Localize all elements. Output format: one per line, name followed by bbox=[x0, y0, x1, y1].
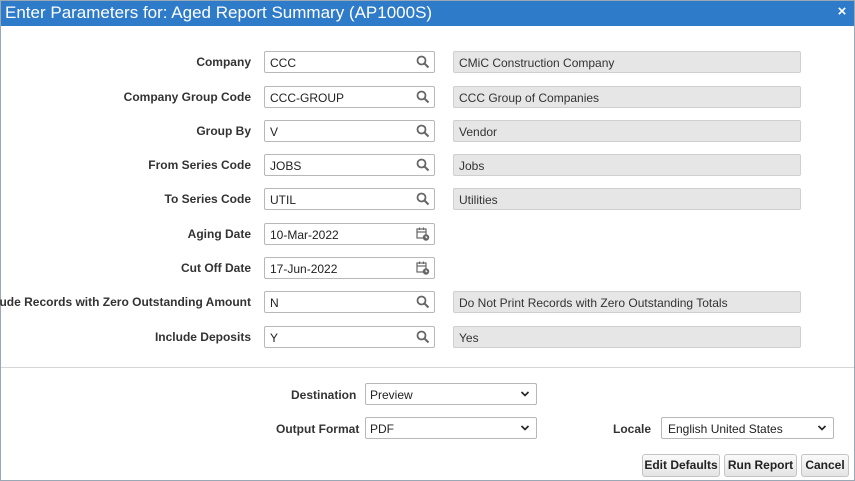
field-value: JOBS bbox=[270, 159, 302, 173]
company-group-code-input[interactable]: CCC-GROUP bbox=[264, 86, 435, 108]
field-value: Y bbox=[270, 331, 279, 345]
group-by-description: Vendor bbox=[453, 120, 801, 142]
include-zero-outstanding-description: Do Not Print Records with Zero Outstandi… bbox=[453, 291, 801, 313]
edit-defaults-button[interactable]: Edit Defaults bbox=[642, 454, 720, 477]
include-deposits-input[interactable]: Y bbox=[264, 326, 435, 348]
chevron-down-icon bbox=[520, 391, 530, 397]
destination-value: Preview bbox=[370, 388, 413, 402]
search-icon[interactable] bbox=[416, 295, 430, 309]
cut-off-date-input[interactable]: 17-Jun-2022 bbox=[264, 257, 435, 279]
group-by-input[interactable]: V bbox=[264, 120, 435, 142]
search-icon[interactable] bbox=[416, 124, 430, 138]
description-value: Jobs bbox=[459, 159, 485, 173]
output-format-select[interactable]: PDF bbox=[365, 417, 537, 439]
param-row-group-by: Group By V Vendor bbox=[1, 120, 854, 142]
from-series-code-description: Jobs bbox=[453, 154, 801, 176]
field-value: N bbox=[270, 296, 279, 310]
search-icon[interactable] bbox=[416, 192, 430, 206]
param-label: Include Records with Zero Outstanding Am… bbox=[0, 295, 251, 309]
include-deposits-description: Yes bbox=[453, 326, 801, 348]
param-row-from-series-code: From Series Code JOBS Jobs bbox=[1, 154, 854, 176]
param-label: Cut Off Date bbox=[181, 261, 251, 275]
search-icon[interactable] bbox=[416, 158, 430, 172]
search-icon[interactable] bbox=[416, 55, 430, 69]
company-group-code-description: CCC Group of Companies bbox=[453, 86, 801, 108]
description-value: CMiC Construction Company bbox=[459, 56, 615, 70]
field-value: 10-Mar-2022 bbox=[270, 228, 339, 242]
param-label: Group By bbox=[196, 124, 251, 138]
param-label: From Series Code bbox=[148, 158, 251, 172]
param-row-company-group-code: Company Group Code CCC-GROUP CCC Group o… bbox=[1, 86, 854, 108]
field-value: V bbox=[270, 125, 279, 139]
description-value: Utilities bbox=[459, 193, 498, 207]
calendar-icon[interactable] bbox=[416, 261, 430, 275]
close-icon[interactable]: × bbox=[837, 3, 847, 20]
from-series-code-input[interactable]: JOBS bbox=[264, 154, 435, 176]
description-value: Yes bbox=[459, 331, 479, 345]
output-format-label: Output Format bbox=[276, 422, 360, 436]
run-report-button[interactable]: Run Report bbox=[724, 454, 797, 477]
company-description: CMiC Construction Company bbox=[453, 51, 801, 73]
search-icon[interactable] bbox=[416, 90, 430, 104]
search-icon[interactable] bbox=[416, 330, 430, 344]
param-row-aging-date: Aging Date 10-Mar-2022 bbox=[1, 223, 854, 245]
locale-select[interactable]: English United States bbox=[661, 417, 834, 439]
param-label: Include Deposits bbox=[154, 330, 251, 344]
field-value: CCC-GROUP bbox=[270, 91, 344, 105]
param-label: To Series Code bbox=[164, 192, 251, 206]
param-row-include-zero-outstanding: Include Records with Zero Outstanding Am… bbox=[0, 291, 854, 313]
param-label: Aging Date bbox=[187, 227, 251, 241]
dialog-titlebar: Enter Parameters for: Aged Report Summar… bbox=[1, 1, 854, 26]
aging-date-input[interactable]: 10-Mar-2022 bbox=[264, 223, 435, 245]
description-value: CCC Group of Companies bbox=[459, 91, 600, 105]
to-series-code-description: Utilities bbox=[453, 188, 801, 210]
dialog-title: Enter Parameters for: Aged Report Summar… bbox=[5, 3, 433, 22]
locale-value: English United States bbox=[668, 422, 783, 436]
param-row-cut-off-date: Cut Off Date 17-Jun-2022 bbox=[1, 257, 854, 279]
calendar-icon[interactable] bbox=[416, 227, 430, 241]
destination-label: Destination bbox=[291, 388, 357, 402]
param-row-company: Company CCC CMiC Construction Company bbox=[1, 51, 854, 73]
chevron-down-icon bbox=[520, 425, 530, 431]
description-value: Do Not Print Records with Zero Outstandi… bbox=[459, 296, 728, 310]
section-divider bbox=[1, 367, 854, 368]
field-value: CCC bbox=[270, 56, 296, 70]
field-value: UTIL bbox=[270, 193, 297, 207]
field-value: 17-Jun-2022 bbox=[270, 262, 338, 276]
param-row-include-deposits: Include Deposits Y Yes bbox=[1, 326, 854, 348]
company-input[interactable]: CCC bbox=[264, 51, 435, 73]
cancel-button[interactable]: Cancel bbox=[801, 454, 849, 477]
param-label: Company Group Code bbox=[123, 90, 251, 104]
destination-select[interactable]: Preview bbox=[365, 383, 537, 405]
chevron-down-icon bbox=[817, 425, 827, 431]
param-row-to-series-code: To Series Code UTIL Utilities bbox=[1, 188, 854, 210]
param-label: Company bbox=[196, 55, 251, 69]
include-zero-outstanding-input[interactable]: N bbox=[264, 291, 435, 313]
to-series-code-input[interactable]: UTIL bbox=[264, 188, 435, 210]
output-format-value: PDF bbox=[370, 422, 394, 436]
description-value: Vendor bbox=[459, 125, 498, 139]
locale-label: Locale bbox=[613, 422, 652, 436]
